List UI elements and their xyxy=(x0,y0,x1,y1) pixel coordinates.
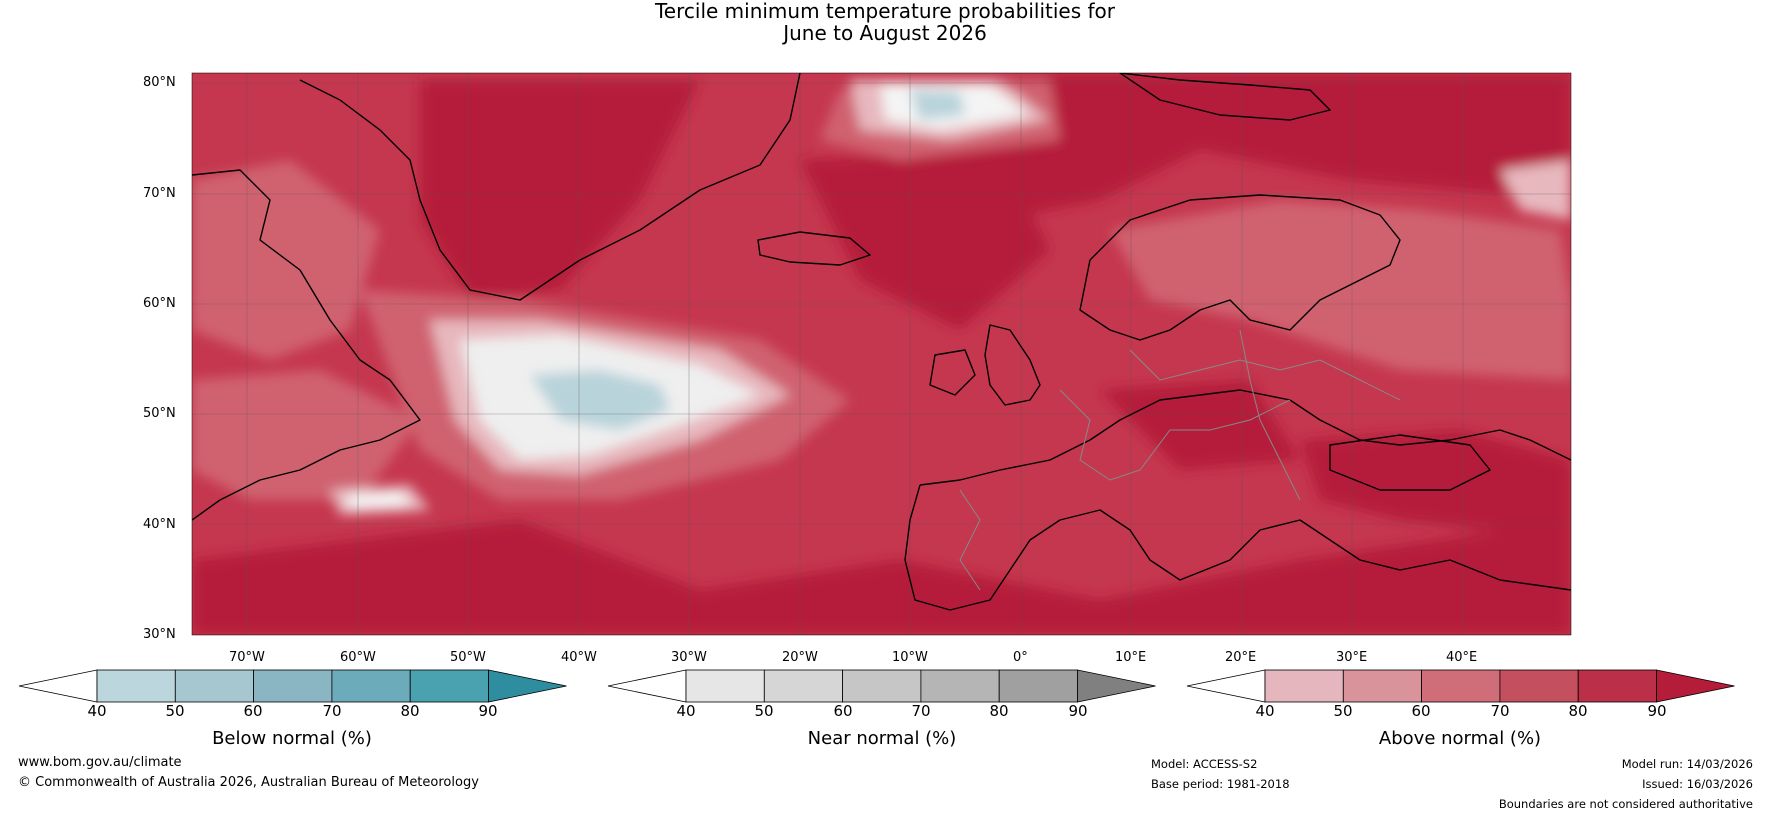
map-field xyxy=(192,73,1571,635)
lon-label: 10°E xyxy=(1115,650,1147,665)
colorbar-over-triangle xyxy=(1656,669,1735,703)
colorbar-tick: 70 xyxy=(1490,702,1510,720)
graticule xyxy=(192,73,1571,635)
colorbar-2 xyxy=(1186,669,1735,703)
colorbar-segment xyxy=(331,669,411,703)
north-america-coast xyxy=(192,169,421,521)
colorbar-segment xyxy=(842,669,922,703)
greenland-coast xyxy=(299,73,801,301)
colorbar-tick: 60 xyxy=(1411,702,1431,720)
colorbar-tick: 60 xyxy=(833,702,853,720)
colorbar-segment xyxy=(920,669,1000,703)
colorbar-segment xyxy=(1499,669,1579,703)
colorbar-tick: 90 xyxy=(1068,702,1088,720)
lat-label: 70°N xyxy=(143,186,176,201)
lat-label: 60°N xyxy=(143,296,176,311)
lat-label: 40°N xyxy=(143,517,176,532)
colorbar-tick: 50 xyxy=(1333,702,1353,720)
mediterranean-coast xyxy=(904,484,1571,611)
colorbar-tick: 50 xyxy=(165,702,185,720)
lon-label: 0° xyxy=(1013,650,1028,665)
iceland-coast xyxy=(757,231,871,266)
colorbars xyxy=(18,669,1735,703)
map-title-line2: June to August 2026 xyxy=(783,21,987,45)
colorbar-segment xyxy=(409,669,489,703)
ireland-coast xyxy=(929,349,976,396)
colorbar-tick: 90 xyxy=(478,702,498,720)
colorbar-under-triangle xyxy=(607,669,687,703)
colorbar-tick: 50 xyxy=(754,702,774,720)
site-link[interactable]: www.bom.gov.au/climate xyxy=(18,755,182,770)
map-title-line1: Tercile minimum temperature probabilitie… xyxy=(654,0,1116,23)
lon-label: 10°W xyxy=(892,650,928,665)
map-frame xyxy=(191,72,1572,636)
lon-label: 20°W xyxy=(782,650,818,665)
colorbar-tick: 80 xyxy=(989,702,1009,720)
colorbar-segment xyxy=(998,669,1078,703)
colorbar-segment xyxy=(1421,669,1501,703)
scandinavia-coast xyxy=(1079,194,1401,341)
colorbar-over-triangle xyxy=(488,669,567,703)
lon-label: 60°W xyxy=(340,650,376,665)
colorbar-tick: 70 xyxy=(911,702,931,720)
colorbar-tick: 80 xyxy=(400,702,420,720)
black-sea-coast xyxy=(1329,434,1491,491)
base-period-text: Base period: 1981-2018 xyxy=(1151,777,1290,791)
colorbar-tick: 70 xyxy=(322,702,342,720)
lon-label: 30°W xyxy=(671,650,707,665)
colorbar-segment xyxy=(1264,669,1344,703)
svalbard-coast xyxy=(1119,73,1331,121)
colorbar-above-label: Above normal (%) xyxy=(1378,728,1542,749)
lon-label: 20°E xyxy=(1225,650,1257,665)
colorbar-segment xyxy=(174,669,255,703)
colorbar-segment xyxy=(96,669,176,703)
lon-label: 70°W xyxy=(229,650,265,665)
great-britain-coast xyxy=(984,324,1041,406)
colorbar-under-triangle xyxy=(18,669,98,703)
lat-label: 80°N xyxy=(143,75,176,90)
copyright-text: © Commonwealth of Australia 2026, Austra… xyxy=(18,775,479,790)
colorbar-segment xyxy=(253,669,333,703)
model-run-text: Model run: 14/03/2026 xyxy=(1621,757,1753,771)
colorbar-segment xyxy=(1577,669,1657,703)
europe-north-med-coast xyxy=(919,389,1571,486)
colorbar-segment xyxy=(763,669,843,703)
colorbar-below-label: Below normal (%) xyxy=(212,728,372,749)
issued-text: Issued: 16/03/2026 xyxy=(1642,777,1753,791)
lon-label: 50°W xyxy=(450,650,486,665)
colorbar-segment xyxy=(685,669,765,703)
colorbar-tick: 40 xyxy=(676,702,696,720)
colorbar-1 xyxy=(607,669,1156,703)
disclaimer-text: Boundaries are not considered authoritat… xyxy=(1498,797,1753,811)
colorbar-0 xyxy=(18,669,567,703)
colorbar-tick: 80 xyxy=(1568,702,1588,720)
lat-label: 30°N xyxy=(143,627,176,642)
colorbar-tick: 40 xyxy=(1255,702,1275,720)
lon-label: 30°E xyxy=(1336,650,1368,665)
colorbar-tick: 90 xyxy=(1647,702,1667,720)
colorbar-tick: 40 xyxy=(87,702,107,720)
colorbar-tick: 60 xyxy=(243,702,263,720)
national-borders xyxy=(959,329,1401,591)
lon-label: 40°W xyxy=(561,650,597,665)
lat-label: 50°N xyxy=(143,406,176,421)
coastlines xyxy=(192,73,1571,611)
model-text: Model: ACCESS-S2 xyxy=(1151,757,1258,771)
colorbar-under-triangle xyxy=(1186,669,1266,703)
colorbar-segment xyxy=(1342,669,1423,703)
lon-label: 40°E xyxy=(1446,650,1478,665)
colorbar-near-label: Near normal (%) xyxy=(807,728,957,749)
colorbar-over-triangle xyxy=(1077,669,1156,703)
